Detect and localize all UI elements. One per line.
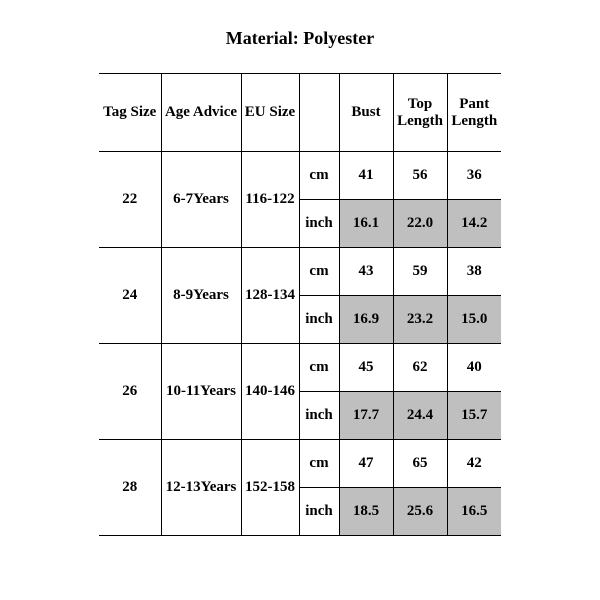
cell-tag: 26: [99, 344, 161, 440]
cell-age: 12-13Years: [161, 440, 241, 536]
cell-bust: 43: [339, 248, 393, 296]
header-top-length: Top Length: [393, 74, 447, 152]
cell-eu: 116-122: [241, 152, 299, 248]
cell-unit: cm: [299, 440, 339, 488]
cell-bust: 16.1: [339, 200, 393, 248]
cell-age: 8-9Years: [161, 248, 241, 344]
cell-bust: 18.5: [339, 488, 393, 536]
cell-unit: inch: [299, 488, 339, 536]
cell-pant: 38: [447, 248, 501, 296]
size-table: Tag Size Age Advice EU Size Bust Top Len…: [99, 73, 501, 536]
header-pant-length: Pant Length: [447, 74, 501, 152]
cell-tag: 24: [99, 248, 161, 344]
cell-unit: cm: [299, 152, 339, 200]
cell-pant: 40: [447, 344, 501, 392]
cell-eu: 152-158: [241, 440, 299, 536]
cell-bust: 41: [339, 152, 393, 200]
cell-age: 10-11Years: [161, 344, 241, 440]
cell-tag: 22: [99, 152, 161, 248]
cell-top: 59: [393, 248, 447, 296]
cell-unit: cm: [299, 344, 339, 392]
cell-pant: 15.7: [447, 392, 501, 440]
cell-pant: 15.0: [447, 296, 501, 344]
header-age-advice: Age Advice: [161, 74, 241, 152]
table-row: 28 12-13Years 152-158 cm 47 65 42: [99, 440, 501, 488]
header-eu-size: EU Size: [241, 74, 299, 152]
cell-unit: cm: [299, 248, 339, 296]
table-row: 22 6-7Years 116-122 cm 41 56 36: [99, 152, 501, 200]
cell-unit: inch: [299, 296, 339, 344]
cell-bust: 17.7: [339, 392, 393, 440]
cell-age: 6-7Years: [161, 152, 241, 248]
cell-eu: 140-146: [241, 344, 299, 440]
cell-bust: 16.9: [339, 296, 393, 344]
cell-top: 25.6: [393, 488, 447, 536]
table-header-row: Tag Size Age Advice EU Size Bust Top Len…: [99, 74, 501, 152]
cell-top: 23.2: [393, 296, 447, 344]
header-bust: Bust: [339, 74, 393, 152]
cell-pant: 16.5: [447, 488, 501, 536]
table-body: 22 6-7Years 116-122 cm 41 56 36 inch 16.…: [99, 152, 501, 536]
table-row: 24 8-9Years 128-134 cm 43 59 38: [99, 248, 501, 296]
cell-unit: inch: [299, 392, 339, 440]
cell-bust: 45: [339, 344, 393, 392]
cell-bust: 47: [339, 440, 393, 488]
header-unit-blank: [299, 74, 339, 152]
cell-top: 65: [393, 440, 447, 488]
cell-pant: 42: [447, 440, 501, 488]
cell-unit: inch: [299, 200, 339, 248]
cell-top: 56: [393, 152, 447, 200]
cell-tag: 28: [99, 440, 161, 536]
header-tag-size: Tag Size: [99, 74, 161, 152]
page-title: Material: Polyester: [0, 0, 600, 73]
cell-top: 24.4: [393, 392, 447, 440]
cell-pant: 14.2: [447, 200, 501, 248]
cell-top: 22.0: [393, 200, 447, 248]
cell-top: 62: [393, 344, 447, 392]
table-row: 26 10-11Years 140-146 cm 45 62 40: [99, 344, 501, 392]
cell-eu: 128-134: [241, 248, 299, 344]
cell-pant: 36: [447, 152, 501, 200]
